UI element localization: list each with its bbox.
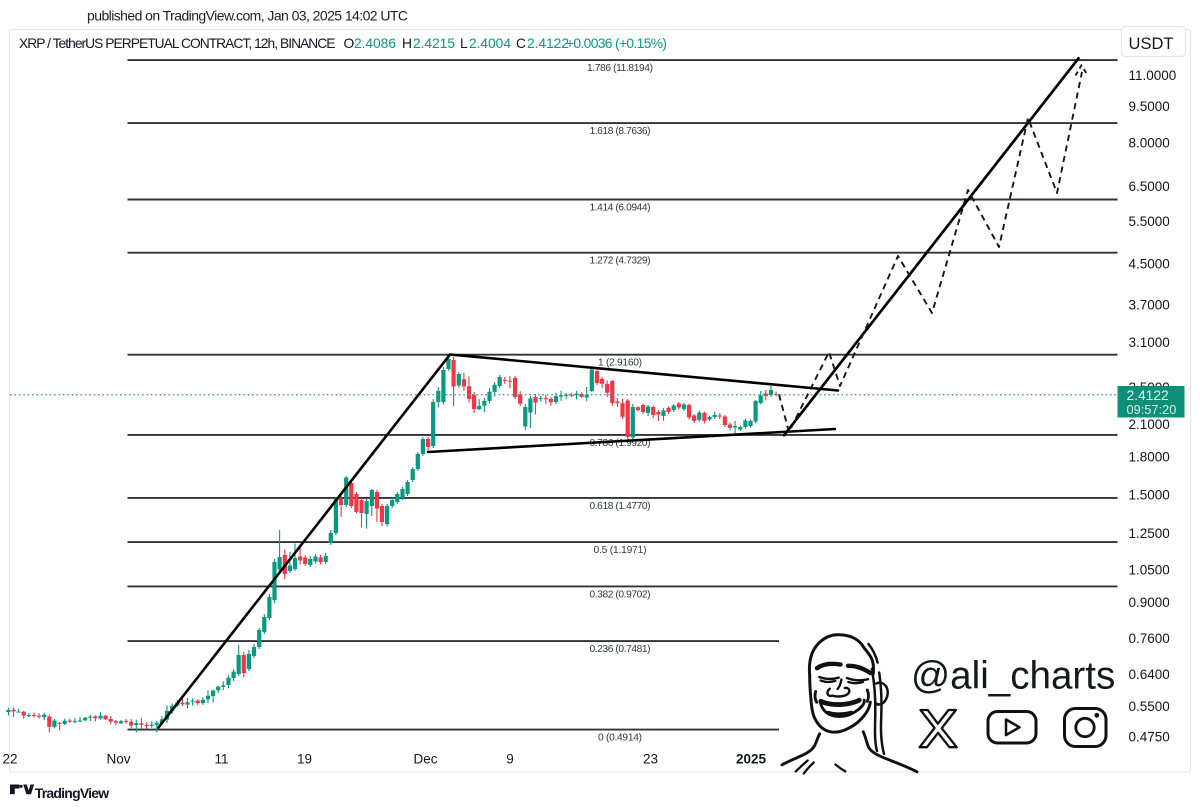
svg-text:3.1000: 3.1000 [1129,335,1170,350]
svg-text:0.4750: 0.4750 [1129,730,1170,745]
svg-text:0.5500: 0.5500 [1129,699,1170,714]
svg-text:2.4122: 2.4122 [1127,388,1169,403]
svg-text:1.8000: 1.8000 [1129,449,1170,464]
svg-text:2.4215: 2.4215 [413,36,455,51]
svg-text:09:57:20: 09:57:20 [1127,402,1177,417]
svg-text:USDT: USDT [1129,35,1174,53]
svg-text:Nov: Nov [106,752,130,767]
svg-text:3.7000: 3.7000 [1129,298,1170,313]
svg-text:2.4122: 2.4122 [527,36,569,51]
svg-text:6.5000: 6.5000 [1129,179,1170,194]
svg-text:0 (0.4914): 0 (0.4914) [598,733,642,744]
svg-text:1.5000: 1.5000 [1129,488,1170,503]
svg-text:9: 9 [506,752,514,767]
svg-text:0.786 (1.9920): 0.786 (1.9920) [590,438,651,449]
svg-text:L: L [460,36,468,51]
svg-text:0.6400: 0.6400 [1129,667,1170,682]
svg-text:@ali_charts: @ali_charts [911,655,1115,698]
svg-text:23: 23 [643,752,658,767]
svg-text:0.5 (1.1971): 0.5 (1.1971) [594,545,647,556]
svg-text:1.0500: 1.0500 [1129,563,1170,578]
svg-text:8.0000: 8.0000 [1129,135,1170,150]
svg-text:22: 22 [2,752,17,767]
svg-text:O: O [344,36,355,51]
svg-text:9.5000: 9.5000 [1129,99,1170,114]
svg-text:1.272 (4.7329): 1.272 (4.7329) [590,256,651,267]
svg-text:published on TradingView.com,: published on TradingView.com, Jan 03, 20… [87,8,408,24]
svg-text:0.9000: 0.9000 [1129,595,1170,610]
svg-text:0.382 (0.9702): 0.382 (0.9702) [590,589,651,600]
svg-text:11: 11 [214,752,228,767]
svg-text:2.4004: 2.4004 [469,36,511,51]
svg-text:1 (2.9160): 1 (2.9160) [598,358,642,369]
svg-text:TradingView: TradingView [35,785,110,801]
svg-text:2025: 2025 [736,752,767,767]
svg-text:2.1000: 2.1000 [1129,417,1170,432]
svg-text:C: C [516,36,526,51]
svg-text:2.4086: 2.4086 [354,36,396,51]
svg-text:XRP / TetherUS PERPETUAL CONTR: XRP / TetherUS PERPETUAL CONTRACT, 12h, … [19,36,336,51]
svg-text:Dec: Dec [413,752,437,767]
svg-text:1.2500: 1.2500 [1129,526,1170,541]
svg-text:19: 19 [297,752,312,767]
svg-text:+0.0036 (+0.15%): +0.0036 (+0.15%) [566,36,667,51]
svg-text:0.236 (0.7481): 0.236 (0.7481) [590,644,651,655]
svg-text:1.414 (6.0944): 1.414 (6.0944) [590,203,651,214]
svg-text:1.786 (11.8194): 1.786 (11.8194) [587,63,653,74]
svg-text:11.0000: 11.0000 [1129,68,1177,83]
svg-text:0.618 (1.4770): 0.618 (1.4770) [590,501,651,512]
svg-text:H: H [402,36,412,51]
svg-text:5.5000: 5.5000 [1129,214,1170,229]
svg-text:0.7600: 0.7600 [1129,631,1170,646]
svg-text:1.618 (8.7636): 1.618 (8.7636) [590,126,651,137]
svg-text:4.5000: 4.5000 [1129,256,1170,271]
